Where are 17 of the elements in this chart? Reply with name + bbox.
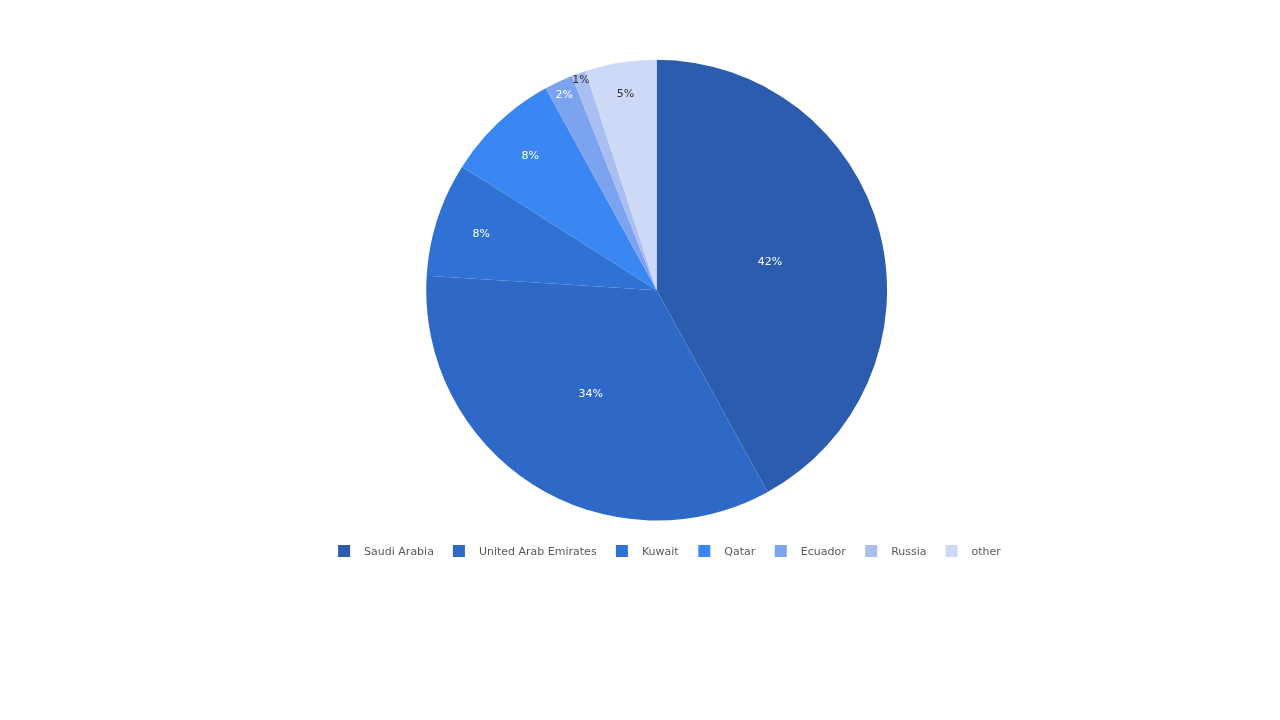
data-label: 2% [555, 87, 574, 101]
pie-slice [545, 75, 657, 291]
legend-label: Russia [891, 545, 927, 559]
legend-label: Ecuador [800, 545, 847, 559]
legend-label: other [971, 545, 1002, 559]
data-label: 8% [472, 226, 490, 240]
legend-label: Qatar [724, 545, 756, 559]
data-label: 8% [521, 149, 540, 163]
legend-label: Saudi Arabia [364, 545, 434, 559]
legend-label: United Arab Emirates [478, 545, 597, 559]
legend-label: Kuwait [641, 545, 680, 559]
data-label: 34% [578, 387, 604, 401]
data-label: 42% [757, 254, 783, 268]
pie-slice [656, 59, 887, 493]
data-label: 5% [616, 86, 635, 100]
data-label: 1% [572, 73, 590, 87]
pie-slice [462, 88, 657, 291]
